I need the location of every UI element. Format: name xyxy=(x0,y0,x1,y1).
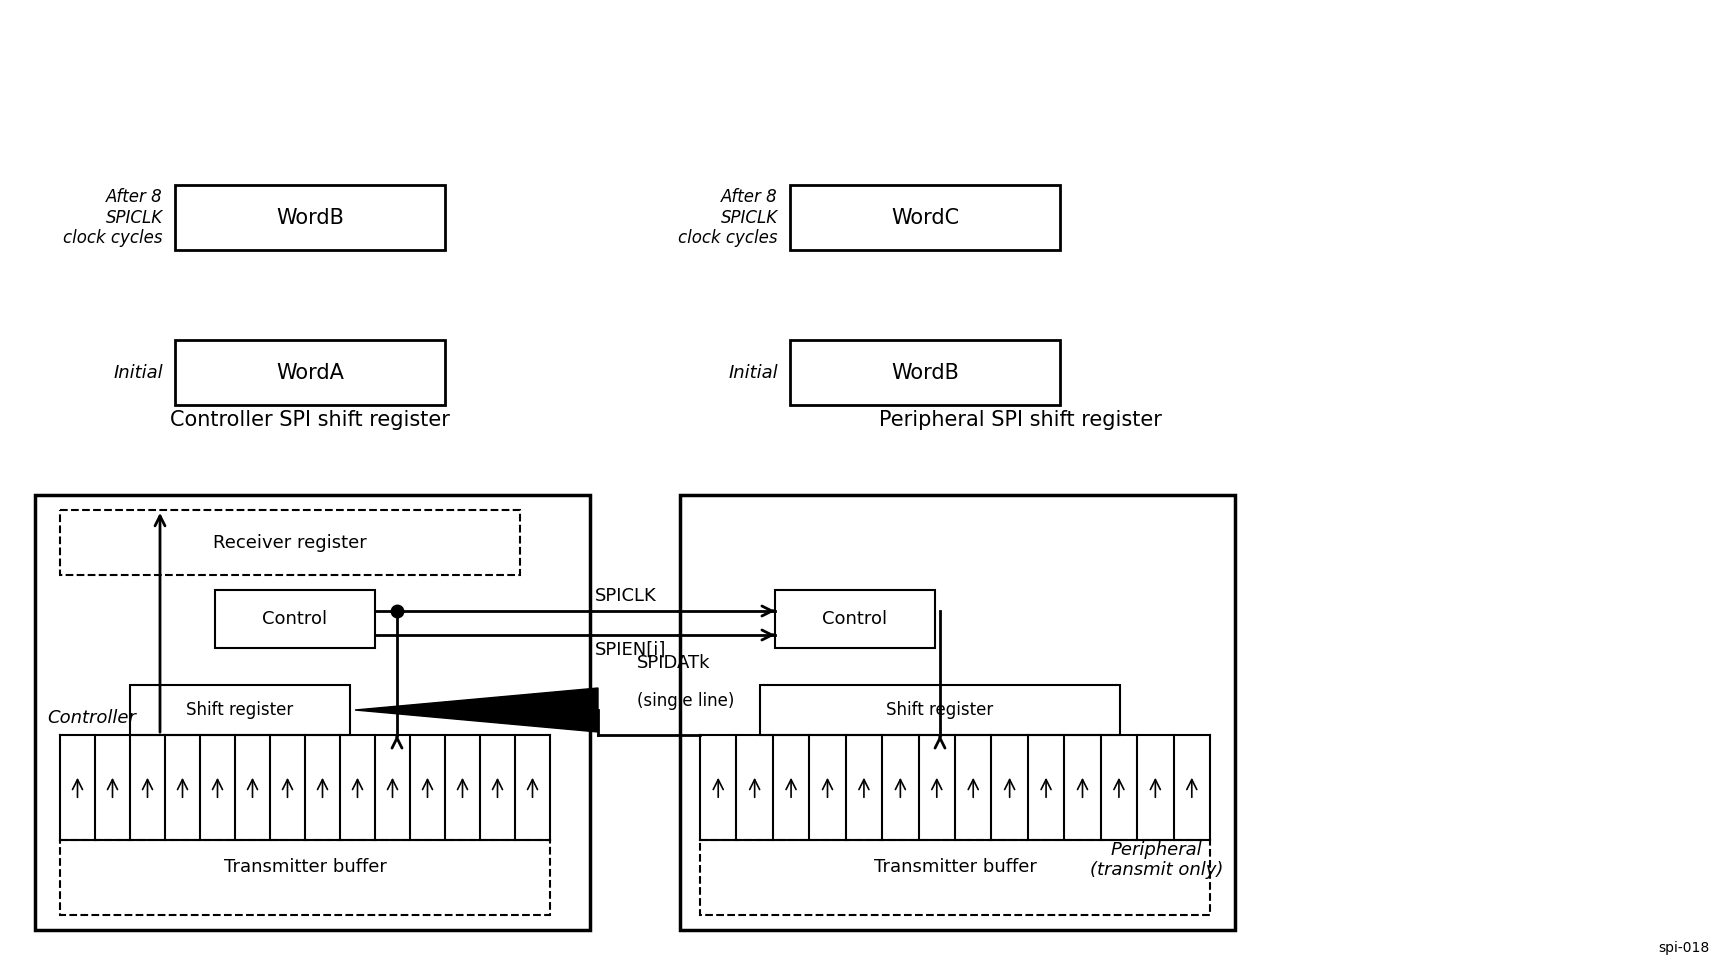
Text: Transmitter buffer: Transmitter buffer xyxy=(874,858,1036,876)
Text: SPIDATk: SPIDATk xyxy=(636,654,710,672)
Text: Controller: Controller xyxy=(47,709,136,726)
Bar xyxy=(60,840,550,915)
Bar xyxy=(775,590,934,648)
Text: Initial: Initial xyxy=(727,364,777,381)
Text: (single line): (single line) xyxy=(636,692,734,710)
Text: After 8
SPICLK
clock cycles: After 8 SPICLK clock cycles xyxy=(64,188,164,247)
Bar xyxy=(129,685,350,735)
Text: spi-018: spi-018 xyxy=(1658,941,1709,955)
Text: WordB: WordB xyxy=(891,363,958,383)
Bar xyxy=(700,840,1210,915)
Bar xyxy=(176,185,445,250)
Bar xyxy=(789,185,1060,250)
Text: WordA: WordA xyxy=(276,363,343,383)
Text: Initial: Initial xyxy=(114,364,164,381)
Text: Control: Control xyxy=(262,610,327,628)
Bar xyxy=(176,340,445,405)
Text: Receiver register: Receiver register xyxy=(214,534,367,551)
Bar xyxy=(60,510,520,575)
Text: Control: Control xyxy=(822,610,887,628)
Text: Peripheral
(transmit only): Peripheral (transmit only) xyxy=(1089,841,1222,880)
Bar xyxy=(789,340,1060,405)
Text: Peripheral SPI shift register: Peripheral SPI shift register xyxy=(879,410,1161,430)
Text: Shift register: Shift register xyxy=(186,701,293,719)
Bar xyxy=(34,495,589,930)
Text: SPICLK: SPICLK xyxy=(594,587,656,605)
Text: WordC: WordC xyxy=(891,207,958,227)
Bar xyxy=(679,495,1234,930)
Bar xyxy=(760,685,1120,735)
Text: After 8
SPICLK
clock cycles: After 8 SPICLK clock cycles xyxy=(679,188,777,247)
Text: Shift register: Shift register xyxy=(886,701,992,719)
Text: WordB: WordB xyxy=(276,207,343,227)
Bar xyxy=(215,590,376,648)
Text: Transmitter buffer: Transmitter buffer xyxy=(224,858,386,876)
Text: Controller SPI shift register: Controller SPI shift register xyxy=(171,410,450,430)
Text: SPIEN[i]: SPIEN[i] xyxy=(594,641,667,659)
Polygon shape xyxy=(355,688,598,732)
